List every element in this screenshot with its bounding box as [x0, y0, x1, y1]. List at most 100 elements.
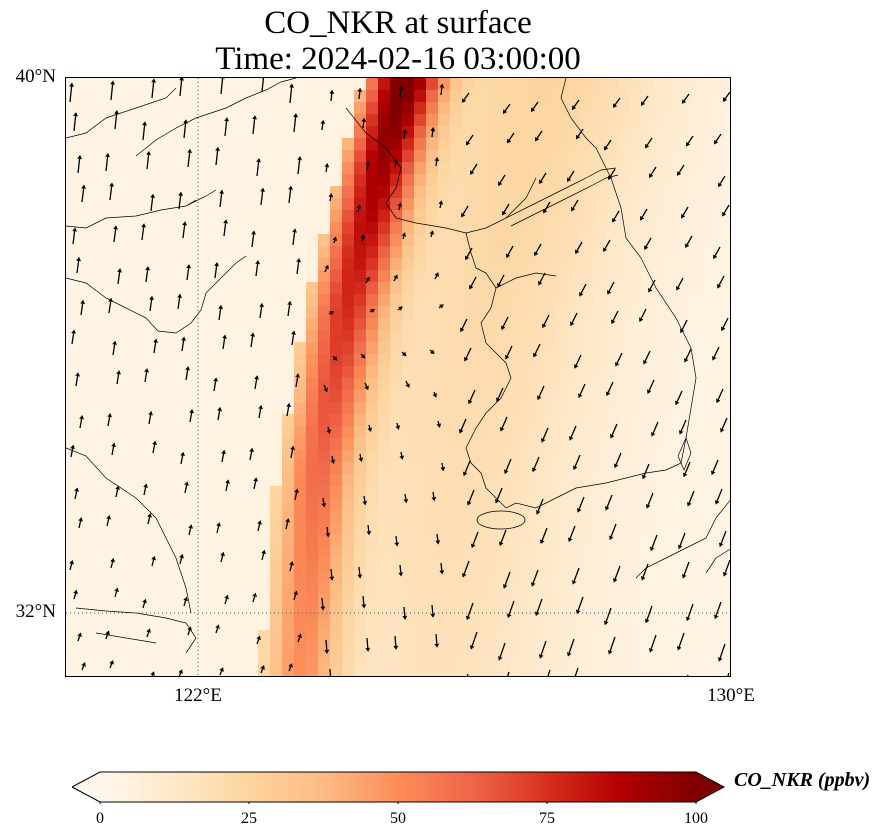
map-title-line1: CO_NKR at surface	[264, 5, 532, 41]
field-cell	[498, 378, 511, 391]
wind-arrow	[537, 385, 545, 401]
field-cell	[306, 126, 319, 139]
field-cell	[690, 138, 703, 151]
wind-arrow	[607, 281, 615, 295]
field-cell	[306, 486, 319, 499]
field-cell	[522, 210, 535, 223]
wind-arrow	[220, 78, 225, 95]
field-cell	[342, 318, 355, 331]
field-cell	[318, 414, 331, 427]
field-cell	[438, 306, 451, 319]
wind-arrow	[438, 200, 444, 209]
field-cell	[282, 114, 295, 127]
field-cell	[186, 234, 199, 247]
field-cell	[330, 390, 343, 403]
field-cell	[462, 366, 475, 379]
field-cell	[90, 306, 103, 319]
field-cell	[102, 630, 115, 643]
field-cell	[630, 426, 643, 439]
field-cell	[606, 510, 619, 523]
field-cell	[138, 306, 151, 319]
field-cell	[342, 174, 355, 187]
field-cell	[534, 126, 547, 139]
field-cell	[474, 234, 487, 247]
field-cell	[642, 378, 655, 391]
field-cell	[294, 546, 307, 559]
field-cell	[198, 570, 211, 583]
field-cell	[366, 138, 379, 151]
field-cell	[546, 450, 559, 463]
field-cell	[654, 174, 667, 187]
wind-arrow	[722, 91, 730, 102]
field-cell	[114, 594, 127, 607]
field-cell	[210, 438, 223, 451]
field-cell	[654, 366, 667, 379]
field-cell	[66, 162, 79, 175]
field-cell	[642, 126, 655, 139]
field-cell	[390, 486, 403, 499]
field-cell	[414, 102, 427, 115]
field-cell	[270, 618, 283, 631]
field-cell	[726, 294, 730, 307]
field-cell	[666, 558, 679, 571]
field-cell	[546, 354, 559, 367]
field-cell	[582, 318, 595, 331]
field-cell	[90, 186, 103, 199]
field-cell	[306, 414, 319, 427]
field-cell	[462, 294, 475, 307]
field-cell	[534, 234, 547, 247]
field-cell	[462, 450, 475, 463]
field-cell	[270, 462, 283, 475]
wind-arrow	[611, 310, 619, 325]
field-cell	[618, 558, 631, 571]
field-cell	[666, 390, 679, 403]
field-cell	[642, 258, 655, 271]
wind-arrow	[575, 596, 584, 615]
field-cell	[198, 630, 211, 643]
field-cell	[666, 474, 679, 487]
field-cell	[618, 414, 631, 427]
field-cell	[546, 318, 559, 331]
wind-arrow	[402, 606, 408, 620]
wind-arrow	[69, 559, 74, 571]
field-cell	[714, 378, 727, 391]
field-cell	[90, 546, 103, 559]
field-cell	[246, 498, 259, 511]
field-cell	[450, 78, 463, 91]
field-cell	[666, 174, 679, 187]
wind-arrow	[686, 490, 695, 507]
field-cell	[246, 90, 259, 103]
field-cell	[330, 126, 343, 139]
wind-arrow	[574, 667, 579, 676]
field-cell	[726, 546, 730, 559]
field-cell	[630, 630, 643, 643]
field-cell	[186, 666, 199, 676]
field-cell	[90, 402, 103, 415]
field-cell	[714, 402, 727, 415]
colorbar-tick-100: 100	[684, 810, 708, 827]
wind-arrow	[640, 208, 648, 221]
field-cell	[534, 522, 547, 535]
field-cell	[690, 246, 703, 259]
field-cell	[78, 654, 91, 667]
field-cell	[174, 366, 187, 379]
field-cell	[666, 378, 679, 391]
field-cell	[78, 402, 91, 415]
field-cell	[594, 402, 607, 415]
field-cell	[138, 270, 151, 283]
field-cell	[318, 198, 331, 211]
field-cell	[210, 522, 223, 535]
field-cell	[258, 258, 271, 271]
field-cell	[582, 522, 595, 535]
field-cell	[354, 138, 367, 151]
field-cell	[234, 582, 247, 595]
field-cell	[510, 366, 523, 379]
field-cell	[666, 114, 679, 127]
field-cell	[342, 378, 355, 391]
wind-arrow	[644, 605, 653, 624]
field-cell	[270, 222, 283, 235]
field-cell	[462, 186, 475, 199]
field-cell	[426, 582, 439, 595]
field-cell	[426, 618, 439, 631]
field-cell	[594, 522, 607, 535]
